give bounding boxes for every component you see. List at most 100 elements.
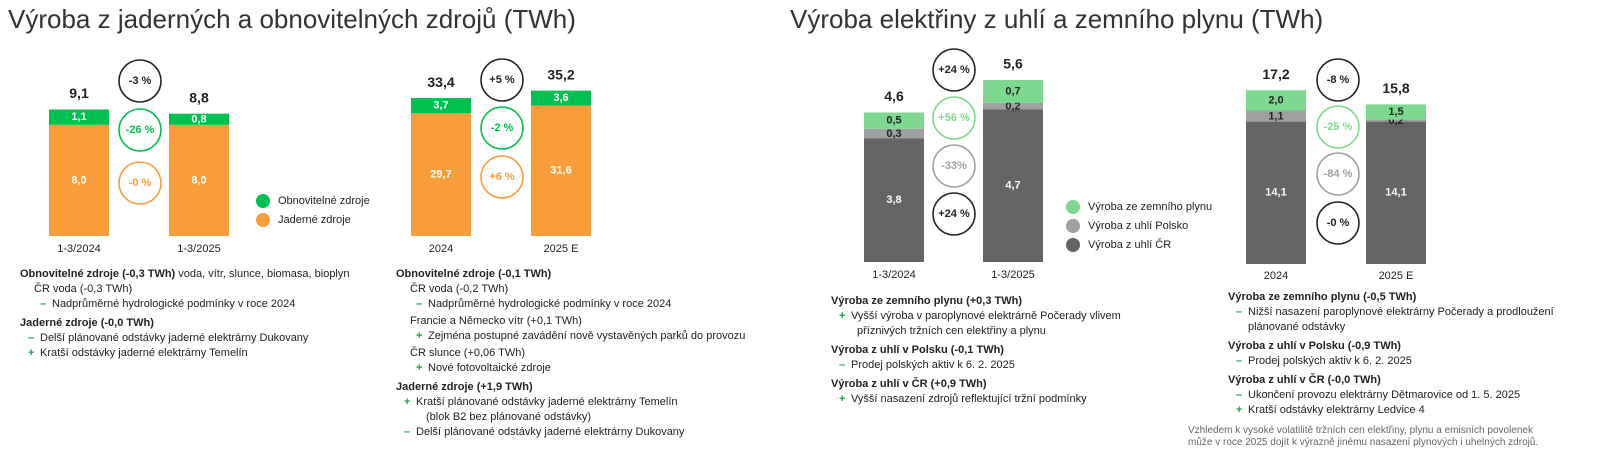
plus-icon: + xyxy=(839,310,846,322)
legend-marker xyxy=(1066,238,1080,252)
change-circle xyxy=(1316,201,1360,245)
data-label: 8,0 xyxy=(191,174,206,186)
minus-icon: – xyxy=(416,298,423,310)
footnote: Vzhledem k vysoké volatilitě tržních cen… xyxy=(1188,425,1539,448)
bar-segment xyxy=(411,113,471,236)
note-bullet: + Kratší odstávky jaderné elektrárny Teme… xyxy=(28,347,248,359)
total-label: 33,4 xyxy=(427,74,454,90)
change-label: -84 % xyxy=(1324,168,1353,180)
bar-segment xyxy=(531,105,591,236)
note-heading: Výroba z uhlí v Polsku (-0,1 TWh) xyxy=(831,344,1004,356)
change-label: -0 % xyxy=(1327,217,1350,229)
legend-marker xyxy=(256,194,270,208)
change-label: -8 % xyxy=(1327,74,1350,86)
note-heading: Výroba ze zemního plynu (-0,5 TWh) xyxy=(1228,291,1417,303)
bar-segment xyxy=(1366,121,1426,264)
note-heading: Výroba z uhlí v ČR (+0,9 TWh) xyxy=(831,378,987,390)
note-bullet: + Vyšší nasazení zdrojů reflektující tržn… xyxy=(839,393,1087,405)
minus-icon: – xyxy=(1236,389,1243,401)
change-label: +24 % xyxy=(938,64,970,76)
change-label: +56 % xyxy=(938,112,970,124)
change-label: +24 % xyxy=(938,208,970,220)
note-bullet: + Vyšší výroba v paroplynové elektrárně P… xyxy=(839,310,1121,322)
note-text: voda, vítr, slunce, biomasa, bioplyn xyxy=(175,268,350,280)
legend-marker xyxy=(1066,219,1080,233)
change-circle xyxy=(932,144,976,188)
minus-icon: – xyxy=(40,298,47,310)
note-subheading: ČR slunce (+0,06 TWh) xyxy=(410,347,526,359)
data-label: 4,7 xyxy=(1005,180,1020,192)
category-label: 2025 E xyxy=(1379,270,1414,282)
bar-segment xyxy=(1246,110,1306,122)
data-label: 14,1 xyxy=(1385,187,1406,199)
bar-segment xyxy=(1246,121,1306,264)
data-label: 0,7 xyxy=(1005,85,1020,97)
minus-icon: – xyxy=(1236,355,1243,367)
total-label: 5,6 xyxy=(1003,56,1023,72)
note-heading: Výroba z uhlí v Polsku (-0,9 TWh) xyxy=(1228,340,1401,352)
notes-nuclear-year: Obnovitelné zdroje (-0,1 TWh) ČR voda (-… xyxy=(396,267,776,440)
data-label: 2,0 xyxy=(1268,94,1283,106)
category-label: 1-3/2025 xyxy=(991,269,1034,281)
legend-marker xyxy=(256,213,270,227)
change-circle xyxy=(932,192,976,236)
note-bullet: – Delší plánované odstávky jaderné elektr… xyxy=(28,332,309,344)
data-label: 3,6 xyxy=(553,92,568,104)
data-label: 1,1 xyxy=(71,111,86,123)
total-label: 8,8 xyxy=(189,89,209,105)
change-circle xyxy=(118,108,162,152)
change-circle xyxy=(932,48,976,92)
data-label: 1,5 xyxy=(1388,106,1403,118)
bar-segment xyxy=(1246,90,1306,111)
plus-icon: + xyxy=(28,347,35,359)
note-bullet: + Kratší odstávky elektrárny Ledvice 4 xyxy=(1236,404,1425,416)
bar-segment xyxy=(1366,119,1426,122)
notes-coal-quarter: Výroba ze zemního plynu (+0,3 TWh) + Vyšš… xyxy=(831,294,1191,407)
change-circle xyxy=(480,58,524,102)
left-title: Výroba z jaderných a obnovitelných zdroj… xyxy=(8,4,576,34)
note-bullet: – Nadprůměrné hydrologické podmínky v roc… xyxy=(40,298,296,310)
data-label: 31,6 xyxy=(550,165,571,177)
minus-icon: – xyxy=(28,332,35,344)
right-title: Výroba elektřiny z uhlí a zemního plynu … xyxy=(790,4,1324,34)
data-label: 3,7 xyxy=(433,100,448,112)
note-subheading: ČR voda (-0,3 TWh) xyxy=(34,283,133,295)
total-label: 9,1 xyxy=(69,85,89,101)
note-bullet-continued: příznivých tržních cen elektřiny a plynu xyxy=(857,325,1046,337)
data-label: 0,2 xyxy=(1005,100,1020,112)
note-heading: Výroba z uhlí v ČR (-0,0 TWh) xyxy=(1228,374,1381,386)
change-label: -3 % xyxy=(129,75,152,87)
minus-icon: – xyxy=(1236,306,1243,318)
bar-segment xyxy=(411,98,471,114)
note-bullet-continued: (blok B2 bez plánované odstávky) xyxy=(426,411,592,423)
data-label: 29,7 xyxy=(430,169,451,181)
total-label: 4,6 xyxy=(884,88,904,104)
legend-label: Obnovitelné zdroje xyxy=(278,195,370,207)
minus-icon: – xyxy=(404,426,411,438)
data-label: 1,1 xyxy=(1268,110,1283,122)
change-label: -25 % xyxy=(1324,121,1353,133)
note-bullet: – Nižší nasazení paroplynové elektrárny P… xyxy=(1236,306,1554,318)
change-circle xyxy=(118,161,162,205)
change-label: +6 % xyxy=(489,171,515,183)
category-label: 1-3/2025 xyxy=(177,243,220,255)
note-subheading: Francie a Německo vítr (+0,1 TWh) xyxy=(410,315,582,327)
note-subheading: ČR voda (-0,2 TWh) xyxy=(410,283,509,295)
note-bullet: – Prodej polských aktiv k 6. 2. 2025 xyxy=(839,359,1015,371)
change-circle xyxy=(932,96,976,140)
plus-icon: + xyxy=(416,330,423,342)
bar-segment xyxy=(1366,104,1426,120)
change-label: -33% xyxy=(941,160,967,172)
bar-segment xyxy=(983,102,1043,110)
note-heading: Jaderné zdroje (+1,9 TWh) xyxy=(396,381,533,393)
note-bullet: – Delší plánované odstávky jaderné elektr… xyxy=(404,426,685,438)
minus-icon: – xyxy=(839,359,846,371)
legend-label: Výroba z uhlí Polsko xyxy=(1088,220,1188,232)
change-circle xyxy=(480,155,524,199)
note-heading: Obnovitelné zdroje (-0,3 TWh) xyxy=(20,268,176,280)
legend-marker xyxy=(1066,200,1080,214)
data-label: 0,3 xyxy=(886,128,901,140)
bar-segment xyxy=(983,109,1043,262)
bar-segment xyxy=(864,138,924,262)
